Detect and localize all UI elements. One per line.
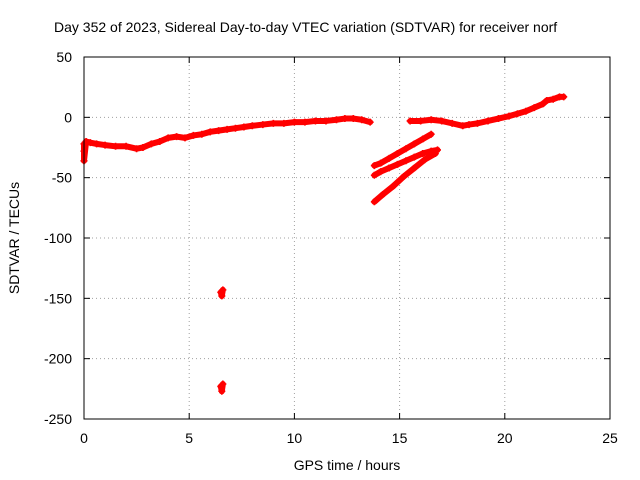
- y-tick-label: 50: [56, 49, 72, 65]
- data-point: [219, 380, 227, 388]
- data-trail: [419, 131, 435, 143]
- x-tick-label: 5: [185, 430, 193, 446]
- x-tick-label: 20: [497, 430, 513, 446]
- y-tick-label: -250: [44, 411, 72, 427]
- axis-ticks: 0 5 10 15 20 25 -250 -200 -150 -100 -50 0 50: [44, 49, 618, 446]
- y-tick-label: -50: [52, 170, 72, 186]
- data-point: [431, 150, 439, 158]
- data-trail: [421, 150, 439, 163]
- x-tick-label: 25: [602, 430, 618, 446]
- data-point: [219, 286, 227, 294]
- x-axis-title: GPS time / hours: [294, 457, 401, 473]
- data-point: [427, 130, 435, 138]
- y-tick-label: 0: [64, 109, 72, 125]
- data-point: [560, 93, 568, 101]
- y-tick-label: -200: [44, 351, 72, 367]
- x-tick-label: 15: [392, 430, 408, 446]
- data-point: [366, 118, 374, 126]
- chart-title: Day 352 of 2023, Sidereal Day-to-day VTE…: [54, 19, 557, 35]
- x-tick-label: 10: [287, 430, 303, 446]
- y-axis-title: SDTVAR / TECUs: [6, 182, 22, 294]
- y-tick-label: -100: [44, 230, 72, 246]
- x-tick-label: 0: [80, 430, 88, 446]
- data-points: [80, 93, 568, 395]
- y-tick-label: -150: [44, 290, 72, 306]
